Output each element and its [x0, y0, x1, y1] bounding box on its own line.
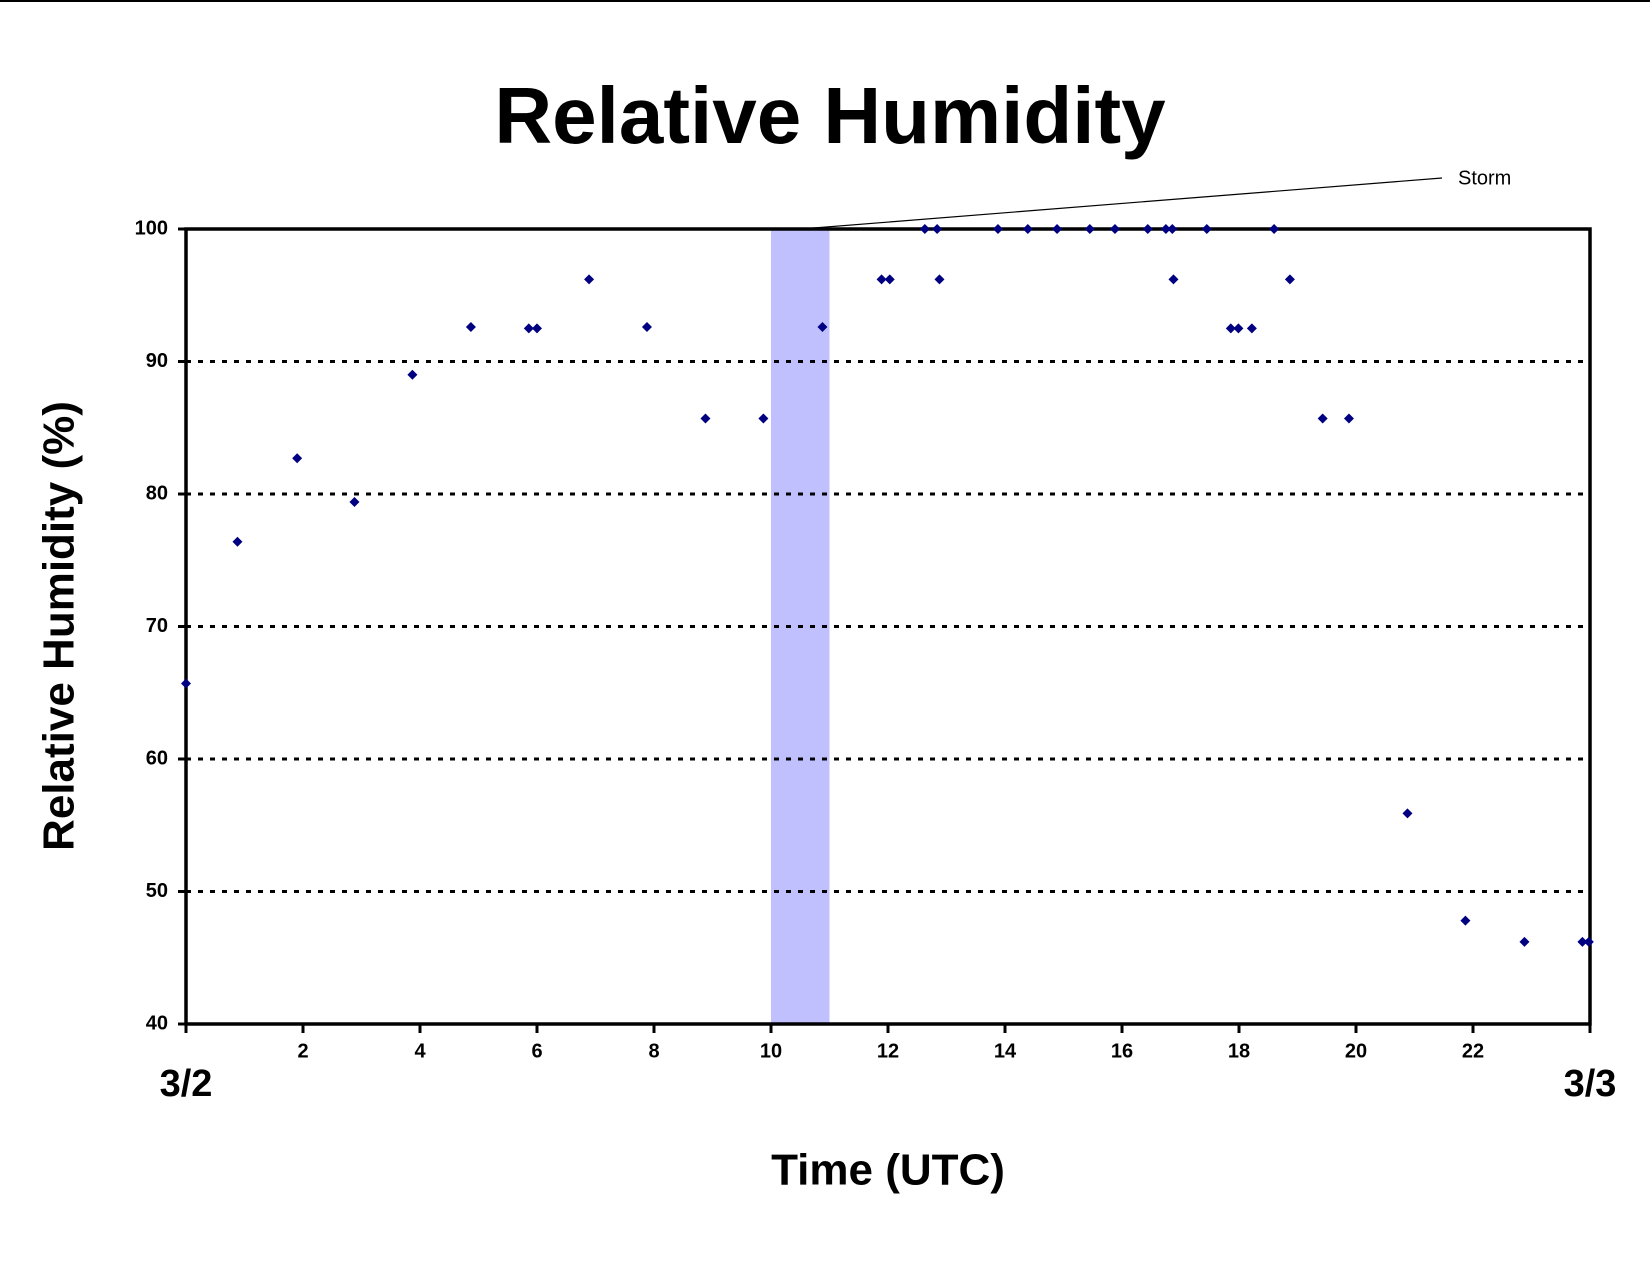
- x-tick-label: 4: [414, 1040, 426, 1062]
- storm-leader: [800, 177, 1443, 230]
- data-point: [1246, 323, 1257, 334]
- data-point: [232, 536, 243, 547]
- data-point: [523, 323, 534, 334]
- data-point: [758, 413, 769, 424]
- plot-frame: [184, 227, 1592, 1026]
- x-tick-label: 10: [760, 1040, 782, 1062]
- x-tick-label: 22: [1462, 1040, 1484, 1062]
- data-point: [1052, 224, 1063, 234]
- data-point: [1460, 915, 1471, 926]
- data-point: [934, 274, 945, 285]
- y-tick-label: 60: [146, 747, 168, 769]
- data-point: [700, 413, 711, 424]
- y-tick-label: 70: [146, 615, 168, 637]
- y-tick-label: 50: [146, 880, 168, 902]
- data-point: [1225, 323, 1236, 334]
- y-axis-label: Relative Humidity (%): [35, 401, 84, 851]
- data-point: [1519, 936, 1530, 947]
- data-point: [349, 496, 360, 507]
- x-tick-label: 20: [1345, 1040, 1367, 1062]
- x-tick-label: 18: [1228, 1040, 1250, 1062]
- data-point: [919, 224, 930, 234]
- data-point: [1402, 808, 1413, 819]
- data-point: [1142, 224, 1153, 234]
- x-end-label: 3/3: [1564, 1063, 1617, 1105]
- data-point: [1168, 274, 1179, 285]
- data-point: [876, 274, 887, 285]
- data-point: [1583, 936, 1594, 947]
- data-point: [292, 453, 303, 464]
- data-point: [1269, 224, 1280, 234]
- x-start-label: 3/2: [160, 1063, 213, 1105]
- data-point: [1084, 224, 1095, 234]
- data-point: [817, 322, 828, 333]
- data-point: [407, 369, 418, 380]
- data-point: [992, 224, 1003, 234]
- data-point: [1022, 224, 1033, 234]
- x-tick-label: 16: [1111, 1040, 1133, 1062]
- y-tick-label: 100: [135, 217, 168, 239]
- y-tick-label: 80: [146, 482, 168, 504]
- y-tick-label: 40: [146, 1012, 168, 1034]
- data-point: [932, 224, 943, 234]
- data-point: [1233, 323, 1244, 334]
- x-tick-label: 6: [531, 1040, 542, 1062]
- data-point: [1577, 936, 1588, 947]
- data-point: [584, 274, 595, 285]
- data-point: [1167, 224, 1178, 234]
- chart-title: Relative Humidity: [494, 71, 1166, 160]
- data-point: [641, 322, 652, 333]
- x-axis-label: Time (UTC): [771, 1146, 1005, 1195]
- x-tick-label: 12: [877, 1040, 899, 1062]
- data-point: [884, 274, 895, 285]
- data-point: [1284, 274, 1295, 285]
- data-point: [532, 323, 542, 334]
- x-tick-label: 2: [297, 1040, 308, 1062]
- data-point: [1160, 224, 1171, 234]
- data-point: [1317, 413, 1328, 424]
- storm-label: Storm: [1458, 167, 1511, 189]
- data-point: [1201, 224, 1212, 234]
- data-point: [465, 322, 476, 333]
- data-point: [1343, 413, 1354, 424]
- x-tick-label: 14: [994, 1040, 1017, 1062]
- data-point: [1109, 224, 1120, 234]
- data-point: [181, 678, 191, 689]
- x-tick-label: 8: [648, 1040, 659, 1062]
- y-tick-label: 90: [146, 350, 168, 372]
